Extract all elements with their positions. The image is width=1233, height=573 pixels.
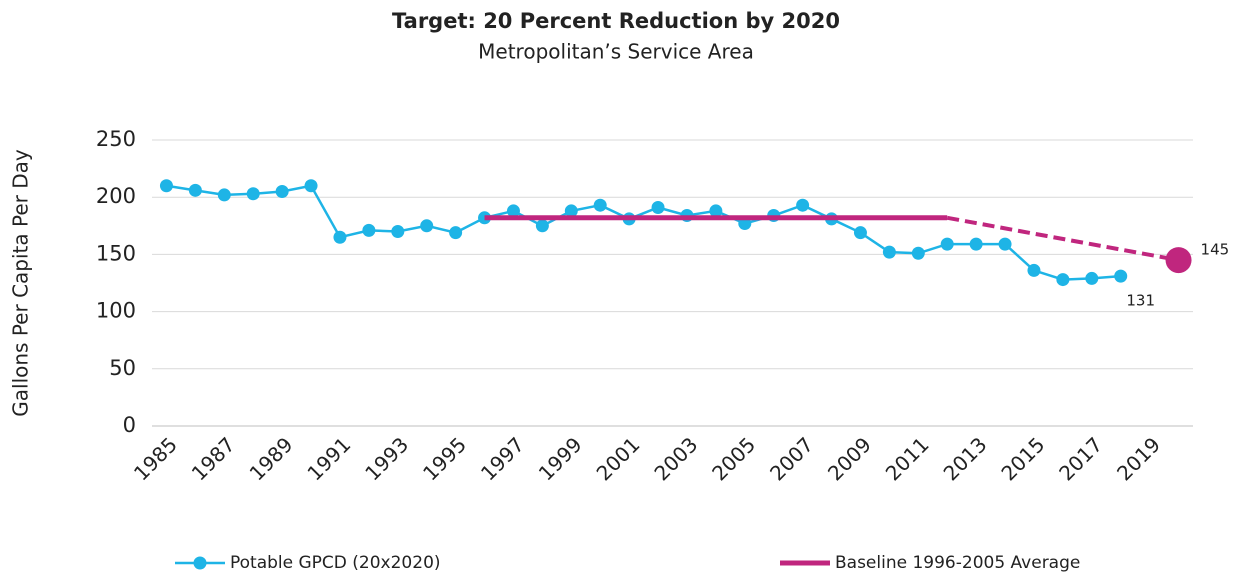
data-point [1114, 269, 1128, 283]
series-line [166, 184, 1121, 281]
chart-subtitle: Metropolitan’s Service Area [478, 40, 754, 64]
x-tick-label: 2017 [1054, 432, 1107, 485]
y-tick-label: 250 [96, 127, 136, 151]
target-point [1165, 247, 1192, 274]
y-tick-label: 150 [96, 241, 136, 265]
data-point [362, 223, 376, 237]
x-tick-label: 1997 [476, 432, 529, 485]
x-tick-label: 1989 [245, 432, 298, 485]
data-label: 145 [1201, 241, 1230, 259]
x-tick-label: 2019 [1112, 432, 1165, 485]
data-point [564, 204, 578, 218]
x-tick-label: 1999 [534, 432, 587, 485]
data-point [1056, 273, 1070, 287]
x-tick-label: 1985 [129, 432, 182, 485]
data-point [911, 246, 925, 260]
data-point [853, 226, 867, 240]
legend-marker [193, 556, 207, 570]
data-point [246, 187, 260, 201]
x-tick-label: 1995 [418, 432, 471, 485]
data-point [449, 226, 463, 240]
data-point [796, 198, 810, 212]
x-tick-label: 1991 [302, 432, 355, 485]
data-point [217, 188, 231, 202]
x-tick-label: 2011 [881, 432, 934, 485]
y-tick-label: 100 [96, 299, 136, 323]
data-point [391, 225, 405, 239]
data-point [506, 204, 520, 218]
data-point [188, 183, 202, 197]
legend-label: Potable GPCD (20x2020) [230, 553, 441, 573]
x-tick-label: 2015 [996, 432, 1049, 485]
data-point [1027, 263, 1041, 277]
data-point [593, 198, 607, 212]
data-point [998, 237, 1012, 251]
y-axis-label: Gallons Per Capita Per Day [9, 149, 33, 417]
x-tick-label: 2001 [592, 432, 645, 485]
data-point [535, 219, 549, 233]
series-line [946, 215, 1179, 263]
data-label: 131 [1126, 292, 1155, 310]
data-point [1085, 271, 1099, 285]
data-point [969, 237, 983, 251]
y-tick-label: 0 [123, 413, 136, 437]
data-point [275, 184, 289, 198]
data-point [420, 219, 434, 233]
data-point [159, 179, 173, 193]
chart-title: Target: 20 Percent Reduction by 2020 [392, 9, 840, 33]
x-tick-label: 1993 [360, 432, 413, 485]
x-tick-label: 1987 [187, 432, 240, 485]
x-tick-label: 2003 [649, 432, 702, 485]
data-point [333, 230, 347, 244]
x-tick-label: 2005 [707, 432, 760, 485]
x-tick-label: 2007 [765, 432, 818, 485]
legend-label: Baseline 1996-2005 Average [835, 553, 1080, 573]
data-point [709, 204, 723, 218]
data-point [304, 179, 318, 193]
x-tick-label: 2013 [939, 432, 992, 485]
data-point [940, 237, 954, 251]
x-tick-label: 2009 [823, 432, 876, 485]
y-tick-label: 50 [109, 356, 136, 380]
data-point [651, 200, 665, 214]
y-tick-label: 200 [96, 184, 136, 208]
data-point [882, 245, 896, 259]
